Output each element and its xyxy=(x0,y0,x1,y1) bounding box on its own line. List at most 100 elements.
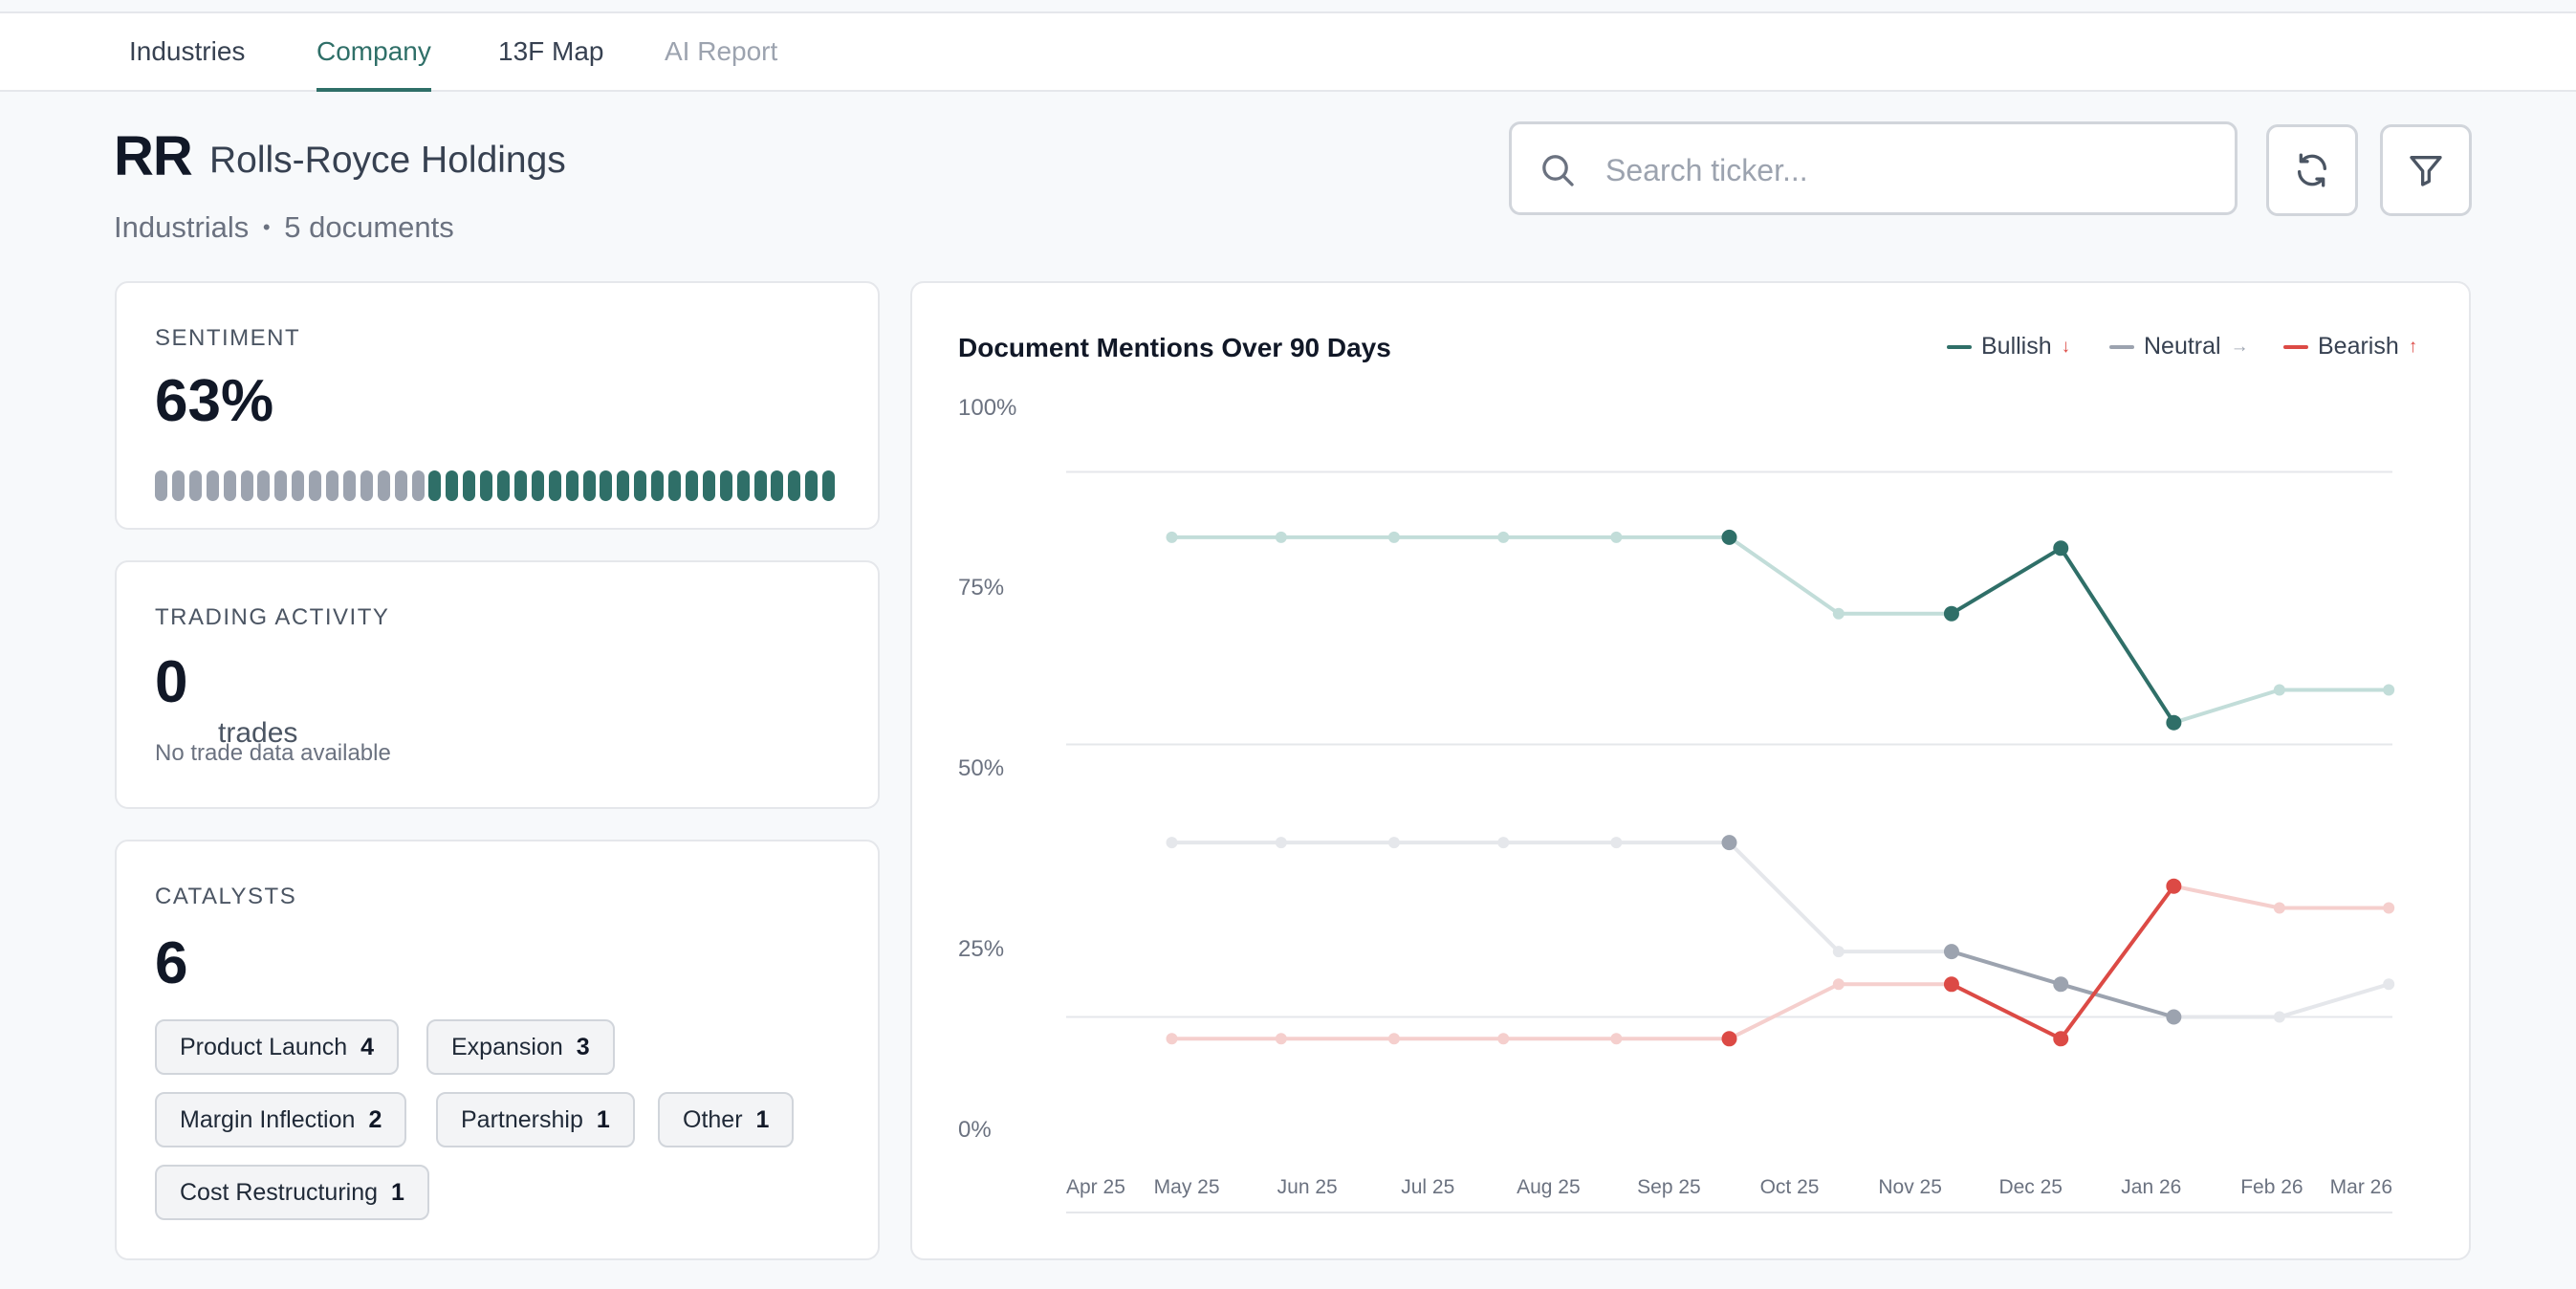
catalyst-chip-partnership[interactable]: Partnership 1 xyxy=(436,1092,635,1147)
y-tick-label: 25% xyxy=(958,936,1004,962)
tab-13f-map[interactable]: 13F Map xyxy=(498,36,604,66)
bearish-line-segment xyxy=(1727,982,1841,1041)
sentiment-bar-segment xyxy=(805,470,819,501)
catalyst-chip-margin-inflection[interactable]: Margin Inflection 2 xyxy=(155,1092,407,1147)
neutral-line-segment xyxy=(2277,982,2391,1019)
legend-label: Neutral xyxy=(2144,333,2221,360)
x-tick-label: Jul 25 xyxy=(1401,1176,1454,1198)
neutral-data-point xyxy=(1275,837,1287,849)
refresh-button[interactable] xyxy=(2266,124,2358,216)
catalyst-count: 1 xyxy=(596,1106,610,1133)
bearish-line-segment xyxy=(2172,884,2281,910)
bearish-data-point xyxy=(1610,1033,1623,1045)
x-tick-label: Sep 25 xyxy=(1637,1176,1701,1198)
bearish-data-point xyxy=(1166,1033,1178,1045)
legend-neutral[interactable]: Neutral → xyxy=(2109,333,2249,360)
x-tick-label: Jan 26 xyxy=(2121,1176,2181,1198)
sentiment-bar-segment xyxy=(257,470,271,501)
sentiment-bar-segment xyxy=(446,470,459,501)
bullish-data-point xyxy=(2053,540,2069,557)
sentiment-bar-segment xyxy=(171,470,185,501)
catalyst-count: 3 xyxy=(576,1034,590,1060)
neutral-line-segment xyxy=(1949,950,2063,987)
meta-separator: • xyxy=(262,215,271,239)
bullish-line-segment xyxy=(1949,546,2063,616)
sentiment-bar-segment xyxy=(292,470,305,501)
bullish-data-point xyxy=(2166,714,2182,731)
trend-flat-icon: → xyxy=(2230,336,2249,357)
legend-swatch xyxy=(1947,344,1972,349)
x-tick-label: Mar 26 xyxy=(2330,1176,2392,1198)
sentiment-bar-segment xyxy=(582,470,596,501)
catalyst-chip-product-launch[interactable]: Product Launch 4 xyxy=(155,1019,400,1075)
bullish-line-segment xyxy=(2172,688,2281,725)
bullish-data-point xyxy=(1166,531,1178,543)
neutral-data-point xyxy=(2053,976,2069,993)
nav-bar: Industries Company 13F Map AI Report xyxy=(0,13,2576,92)
bullish-data-point xyxy=(2383,684,2395,696)
catalyst-chip-cost-restructuring[interactable]: Cost Restructuring 1 xyxy=(155,1165,429,1220)
sentiment-bar-segment xyxy=(634,470,647,501)
bearish-line-segment xyxy=(1949,982,2063,1041)
tab-company[interactable]: Company xyxy=(317,13,431,92)
sentiment-bar-segment xyxy=(600,470,613,501)
sentiment-bar-segment xyxy=(188,470,202,501)
refresh-icon xyxy=(2298,153,2326,187)
sentiment-bar-segment xyxy=(155,470,167,501)
bearish-data-point xyxy=(2383,902,2395,914)
bearish-data-point xyxy=(1832,978,1845,991)
neutral-data-point xyxy=(1387,837,1400,849)
sentiment-bar-segment xyxy=(342,470,356,501)
sentiment-bar-segment xyxy=(428,470,442,501)
neutral-data-point xyxy=(1610,837,1623,849)
bullish-data-point xyxy=(1275,531,1287,543)
catalyst-chip-other[interactable]: Other 1 xyxy=(658,1092,795,1147)
trade-count: 0 xyxy=(155,649,188,715)
neutral-data-point xyxy=(1166,837,1178,849)
tab-ai-report[interactable]: AI Report xyxy=(665,36,778,66)
neutral-data-point xyxy=(2383,978,2395,991)
sector-label: Industrials xyxy=(114,210,250,244)
catalyst-name: Cost Restructuring xyxy=(180,1179,379,1206)
catalyst-name: Margin Inflection xyxy=(180,1106,356,1133)
sentiment-bar-segment xyxy=(771,470,784,501)
document-count: 5 documents xyxy=(284,210,454,244)
sentiment-bar-segment xyxy=(548,470,561,501)
sentiment-bar-segment xyxy=(394,470,407,501)
sentiment-bar-segment xyxy=(513,470,527,501)
neutral-data-point xyxy=(1721,835,1737,851)
bearish-data-point xyxy=(1721,1031,1737,1047)
sentiment-bar-segment xyxy=(377,470,390,501)
sentiment-bar-segment xyxy=(531,470,544,501)
y-tick-label: 0% xyxy=(958,1117,992,1143)
sentiment-bar-segment xyxy=(736,470,750,501)
sentiment-bar-segment xyxy=(309,470,322,501)
bullish-data-point xyxy=(2273,684,2285,696)
legend-bullish[interactable]: Bullish ↓ xyxy=(1947,333,2070,360)
sentiment-bar-segment xyxy=(411,470,425,501)
bearish-data-point xyxy=(2273,902,2285,914)
sentiment-bar-segment xyxy=(753,470,767,501)
neutral-data-point xyxy=(1497,837,1510,849)
legend-swatch xyxy=(2283,344,2308,349)
sentiment-bar-segment xyxy=(565,470,579,501)
filter-button[interactable] xyxy=(2380,124,2472,216)
tab-industries[interactable]: Industries xyxy=(129,36,246,66)
sentiment-bar-segment xyxy=(702,470,715,501)
sentiment-value: 63% xyxy=(155,368,274,434)
sentiment-bar-segment xyxy=(651,470,665,501)
sentiment-bar-segment xyxy=(223,470,236,501)
catalyst-chip-expansion[interactable]: Expansion 3 xyxy=(426,1019,615,1075)
search-input[interactable] xyxy=(1604,142,2200,199)
bullish-data-point xyxy=(1832,607,1845,620)
document-mentions-chart-card: Document Mentions Over 90 Days Bullish ↓… xyxy=(910,281,2471,1260)
x-tick-label: Aug 25 xyxy=(1517,1176,1581,1198)
catalyst-count: 4 xyxy=(360,1034,375,1060)
y-tick-label: 75% xyxy=(958,575,1004,601)
bullish-line-segment xyxy=(1727,535,1841,616)
catalyst-count: 2 xyxy=(368,1106,382,1133)
legend-swatch xyxy=(2109,344,2134,349)
bearish-data-point xyxy=(2166,878,2182,894)
legend-bearish[interactable]: Bearish ↑ xyxy=(2283,333,2417,360)
x-tick-label: Apr 25 xyxy=(1066,1176,1125,1198)
